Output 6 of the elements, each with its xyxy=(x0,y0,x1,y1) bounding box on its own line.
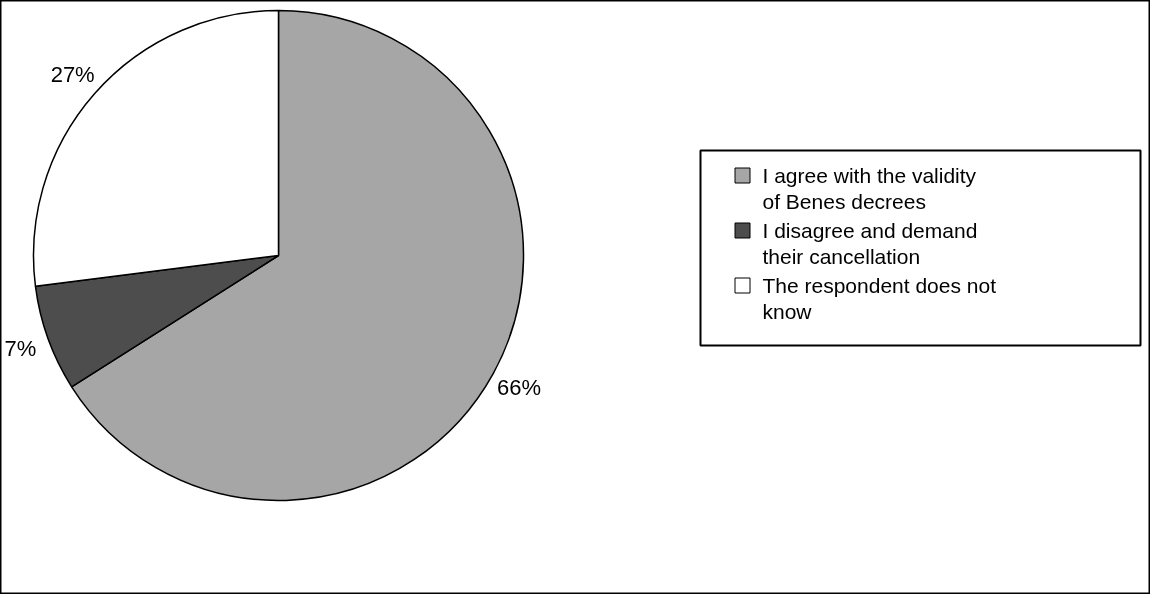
legend-label: I disagree and demand their cancellation xyxy=(762,218,978,268)
data-label: 66% xyxy=(496,375,541,401)
data-label: 7% xyxy=(4,335,37,361)
legend-label: The respondent does not know xyxy=(762,273,997,323)
data-label: 27% xyxy=(50,61,95,87)
legend-label: I agree with the validity of Benes decrees xyxy=(762,163,977,213)
